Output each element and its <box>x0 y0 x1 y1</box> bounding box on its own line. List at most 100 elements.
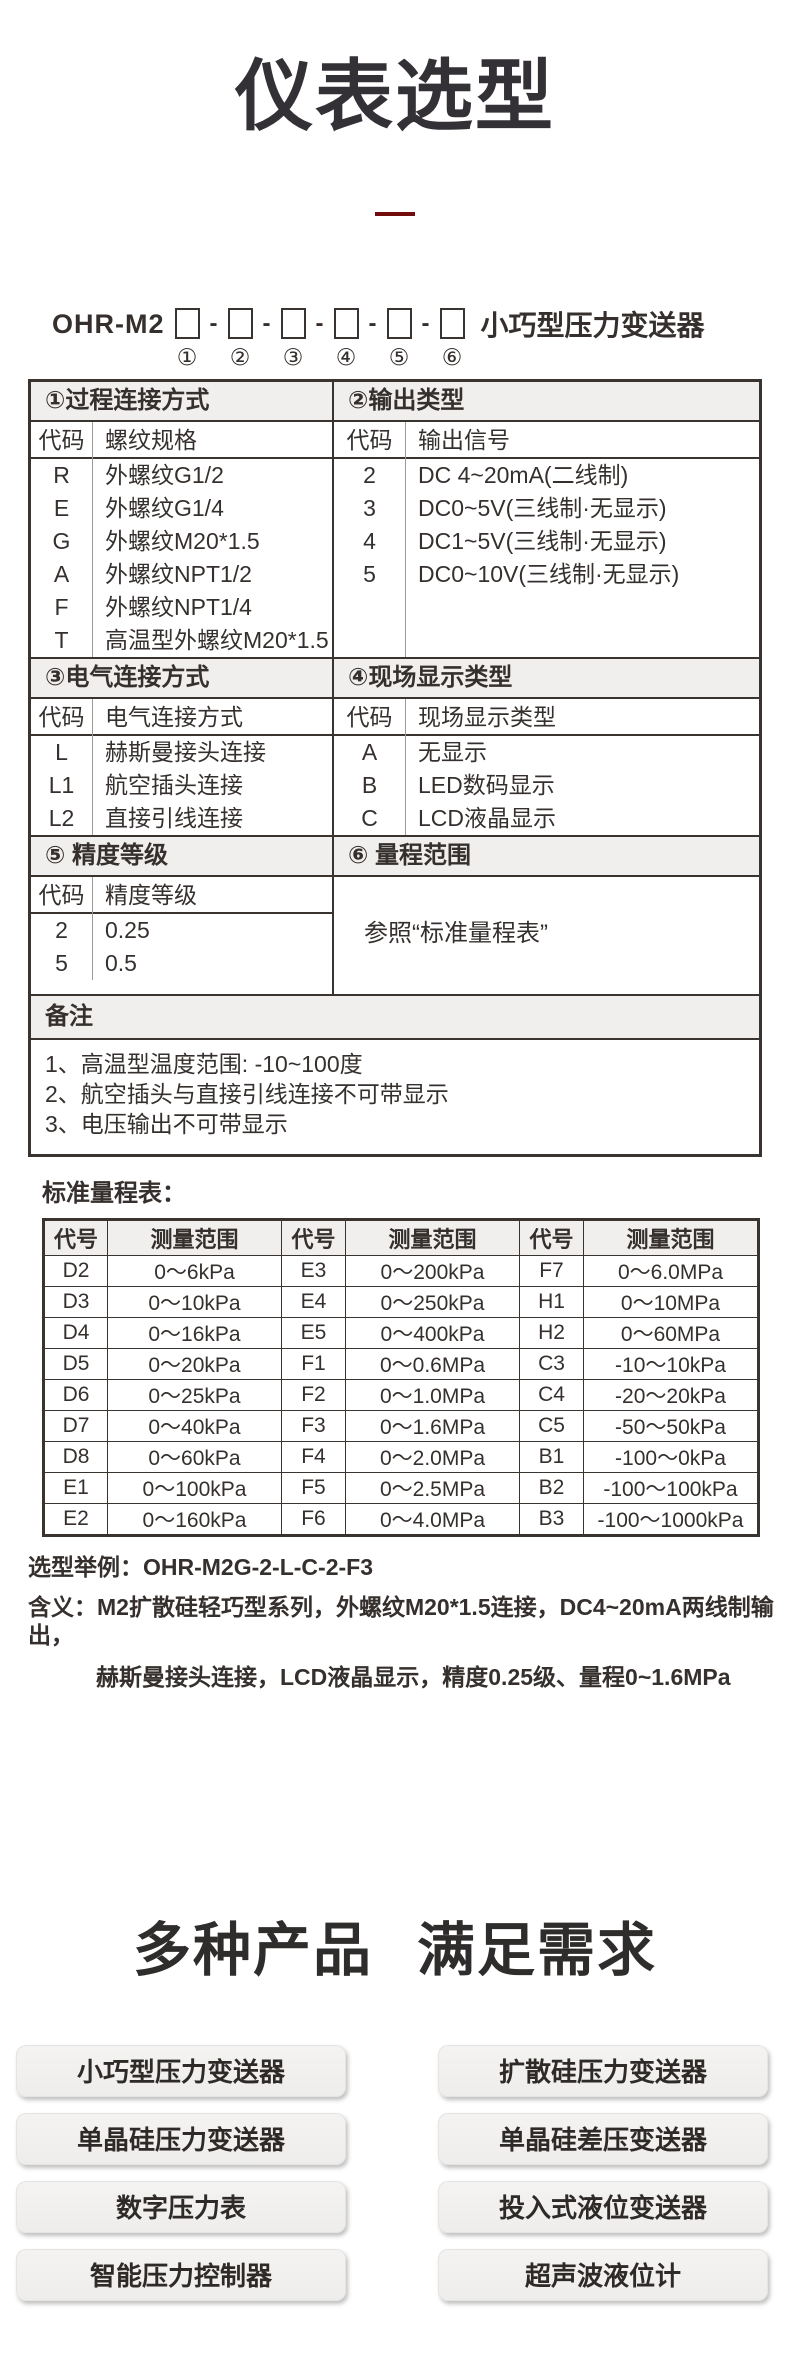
range-value-cell: -100～1000kPa <box>583 1502 759 1536</box>
standard-range-table: 代号 测量范围 代号 测量范围 代号 测量范围 D2 0～6kPa E3 0～200kPa F7 0… <box>42 1217 760 1537</box>
range-value-cell: 0～40kPa <box>107 1409 282 1442</box>
desc-cell: 航空插头连接 <box>105 771 243 798</box>
range-code-cell: B3 <box>519 1502 584 1536</box>
model-position-number: ① <box>176 343 198 370</box>
range-code-cell: C5 <box>519 1409 584 1442</box>
desc-cell: 高温型外螺纹M20*1.5 <box>105 626 329 653</box>
section-output-type: ②输出类型 代码 2 3 4 5 输出信号 DC 4~20mA(二线制) DC0~5V(三线制·… <box>334 381 759 657</box>
range-table-row: D8 0～60kPa F4 0～2.0MPa B1 -100～0kPa <box>43 1440 759 1473</box>
product-button[interactable]: 数字压力表 <box>16 2180 346 2233</box>
desc-cell: 无显示 <box>418 738 487 765</box>
range-value-cell: -100～0kPa <box>583 1440 759 1473</box>
code-cell: 5 <box>363 560 376 587</box>
desc-cell: LCD液晶显示 <box>418 804 557 831</box>
model-slot-box <box>439 307 465 339</box>
model-slot-box <box>386 307 412 339</box>
product-button[interactable]: 扩散硅压力变送器 <box>438 2044 768 2097</box>
range-table-header-row: 代号 测量范围 代号 测量范围 代号 测量范围 <box>43 1218 759 1256</box>
product-button[interactable]: 超声波液位计 <box>438 2248 768 2301</box>
code-cell: A <box>361 738 378 765</box>
product-button[interactable]: 投入式液位变送器 <box>438 2180 768 2233</box>
desc-cell: DC 4~20mA(二线制) <box>418 461 629 488</box>
model-position-number: ⑤ <box>388 343 410 370</box>
model-dash: - <box>368 309 377 337</box>
model-dash: - <box>315 309 324 337</box>
code-header: 代码 <box>31 422 92 459</box>
selection-band-2: ③电气连接方式 代码 L L1 L2 电气连接方式 赫斯曼接头连接 航空插头连接 直接引线连接 … <box>31 656 759 835</box>
code-cell: L2 <box>48 804 75 831</box>
desc-cell: 赫斯曼接头连接 <box>105 738 266 765</box>
range-code-cell: E2 <box>43 1502 108 1536</box>
products-grid: 小巧型压力变送器 扩散硅压力变送器单晶硅压力变送器 单晶硅差压变送器数字压力表 投入式… <box>16 2044 774 2301</box>
descs-column: 现场显示类型 无显示 LED数码显示 LCD液晶显示 <box>406 699 759 835</box>
range-code-cell: E3 <box>281 1254 346 1287</box>
code-cell: 3 <box>363 494 376 521</box>
range-code-cell: D2 <box>43 1254 108 1287</box>
range-value-cell: 0～60kPa <box>107 1440 282 1473</box>
range-col-header: 代号 <box>519 1218 584 1256</box>
range-reference-note: 参照“标准量程表” <box>364 919 548 947</box>
range-value-cell: 0～250kPa <box>345 1285 520 1318</box>
desc-header: 电气连接方式 <box>93 699 332 736</box>
range-value-cell: 0～16kPa <box>107 1316 282 1349</box>
remarks-body: 1、高温型温度范围: -10~100度 2、航空插头与直接引线连接不可带显示 3、电… <box>31 1040 759 1154</box>
range-code-cell: C3 <box>519 1347 584 1380</box>
model-position-number: ④ <box>335 343 357 370</box>
desc-cell: 外螺纹G1/4 <box>105 494 224 521</box>
section-title: ⑤ 精度等级 <box>31 836 332 877</box>
product-button[interactable]: 小巧型压力变送器 <box>16 2044 346 2097</box>
remarks-title: 备注 <box>31 995 759 1040</box>
range-value-cell: -100～100kPa <box>583 1471 759 1504</box>
model-slot: ② <box>227 307 253 369</box>
section-process-connection: ①过程连接方式 代码 R E G A F T 螺纹规格 外螺纹G1/2 外螺纹G1/4 外螺纹M20*… <box>31 381 334 657</box>
section-title: ④现场显示类型 <box>334 658 759 699</box>
code-cell: B <box>361 771 378 798</box>
model-product-label: 小巧型压力变送器 <box>480 309 705 341</box>
model-slot: ④ <box>333 307 359 370</box>
range-code-cell: F4 <box>281 1440 346 1473</box>
code-cell: L <box>55 738 68 765</box>
desc-cell: 0.5 <box>105 949 137 976</box>
code-cell: C <box>361 804 378 831</box>
section-display-type: ④现场显示类型 代码 A B C 现场显示类型 无显示 LED数码显示 LCD液晶显示 <box>334 658 759 835</box>
standard-range-label: 标准量程表： <box>42 1179 186 1207</box>
remarks-section: 备注 1、高温型温度范围: -10~100度 2、航空插头与直接引线连接不可带显示… <box>31 993 759 1154</box>
model-position-number: ⑥ <box>441 343 463 370</box>
product-button[interactable]: 智能压力控制器 <box>16 2248 346 2301</box>
range-code-cell: D3 <box>43 1285 108 1318</box>
range-table-row: D5 0～20kPa F1 0～0.6MPa C3 -10～10kPa <box>43 1347 759 1380</box>
range-value-cell: 0～6kPa <box>107 1254 282 1287</box>
code-cell: E <box>53 494 70 521</box>
range-table-body: D2 0～6kPa E3 0～200kPa F7 0～6.0MPa D3 0～10kPa E4 0… <box>43 1254 759 1536</box>
desc-header: 螺纹规格 <box>93 422 332 459</box>
codes-column: 代码 2 3 4 5 <box>334 421 406 657</box>
code-cell: 4 <box>363 527 376 554</box>
remark-line: 1、高温型温度范围: -10~100度 <box>45 1050 363 1077</box>
model-slot-box <box>333 307 359 339</box>
section-body: 代码 A B C 现场显示类型 无显示 LED数码显示 LCD液晶显示 <box>334 698 759 835</box>
range-code-cell: D6 <box>43 1378 108 1411</box>
range-code-cell: D5 <box>43 1347 108 1380</box>
range-col-header: 测量范围 <box>345 1218 520 1256</box>
range-value-cell: 0～100kPa <box>107 1471 282 1504</box>
product-button[interactable]: 单晶硅差压变送器 <box>438 2112 768 2165</box>
range-code-cell: D8 <box>43 1440 108 1473</box>
range-col-header: 代号 <box>43 1218 108 1256</box>
products-heading-right: 满足需求 <box>417 1917 658 1983</box>
range-value-cell: 0～4.0MPa <box>345 1502 520 1536</box>
code-header: 代码 <box>31 877 92 914</box>
descs-column: 精度等级 0.25 0.5 <box>93 877 332 980</box>
range-code-cell: E4 <box>281 1285 346 1318</box>
code-cell: L1 <box>48 771 75 798</box>
model-slot: ① <box>174 307 200 370</box>
section-body: 参照“标准量程表” <box>334 877 759 994</box>
range-code-cell: B1 <box>519 1440 584 1473</box>
codes-column: 代码 A B C <box>334 698 406 835</box>
desc-cell: DC0~10V(三线制·无显示) <box>418 560 680 587</box>
model-slot: ⑤ <box>386 307 412 370</box>
range-table-row: D2 0～6kPa E3 0～200kPa F7 0～6.0MPa <box>43 1254 759 1287</box>
range-value-cell: 0～0.6MPa <box>345 1347 520 1380</box>
desc-cell: 外螺纹G1/2 <box>105 461 224 488</box>
product-button[interactable]: 单晶硅压力变送器 <box>16 2112 346 2165</box>
range-col-header: 测量范围 <box>583 1218 759 1256</box>
